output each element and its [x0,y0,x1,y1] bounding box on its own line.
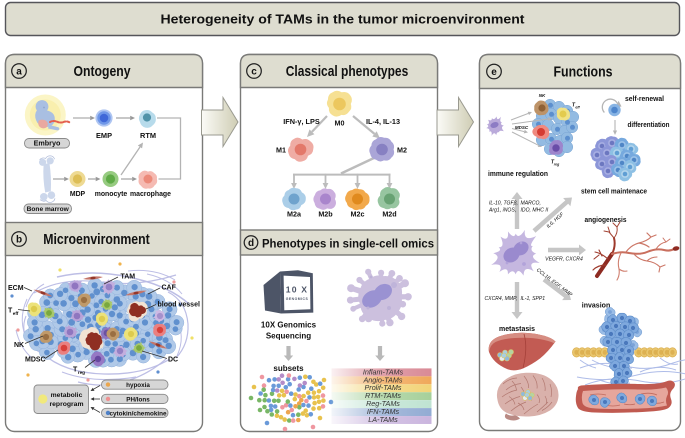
svg-text:10 X: 10 X [286,285,308,295]
svg-text:invasion: invasion [582,301,611,310]
svg-text:VEGFR, CXCR4: VEGFR, CXCR4 [545,257,583,263]
svg-text:RTM: RTM [140,131,156,140]
svg-text:PH/Ions: PH/Ions [126,396,150,403]
svg-text:M2d: M2d [382,210,396,219]
svg-text:immune regulation: immune regulation [488,169,548,178]
svg-text:reprogram: reprogram [50,401,84,408]
svg-text:metabolic: metabolic [51,392,83,399]
svg-text:b: b [16,235,22,246]
svg-text:Reg-TAMs: Reg-TAMs [366,399,400,408]
svg-text:e: e [491,67,497,78]
svg-text:Prolif-TAMs: Prolif-TAMs [365,383,402,392]
svg-text:TAM: TAM [121,274,136,281]
svg-text:Heterogeneity of TAMs in the t: Heterogeneity of TAMs in the tumor micro… [161,12,526,27]
svg-text:cytokin/chemokine: cytokin/chemokine [110,410,167,417]
svg-text:Inflam-TAMs: Inflam-TAMs [363,367,404,376]
svg-text:M0: M0 [335,119,345,128]
svg-text:Sequencing: Sequencing [266,332,311,341]
svg-text:Ontogeny: Ontogeny [74,63,132,80]
svg-text:Bone marrow: Bone marrow [27,206,70,213]
svg-text:M2: M2 [397,146,407,155]
svg-text:IFN-γ, LPS: IFN-γ, LPS [283,117,320,126]
svg-text:Functions: Functions [554,64,613,81]
svg-text:DC: DC [168,357,178,364]
svg-text:Embryo: Embryo [34,139,61,148]
svg-text:NK: NK [14,342,24,349]
svg-text:MDSC: MDSC [515,125,529,130]
svg-text:ECM: ECM [8,285,24,292]
svg-text:RTM-TAMs: RTM-TAMs [365,391,401,400]
svg-text:macrophage: macrophage [130,191,171,198]
svg-text:angiogenesis: angiogenesis [585,215,627,224]
svg-text:T: T [551,160,555,166]
svg-text:blood vessel: blood vessel [158,302,200,309]
svg-text:CXCR4, MMP,: CXCR4, MMP, [485,296,518,302]
svg-text:self-renewal: self-renewal [625,96,664,103]
svg-text:MDSC: MDSC [25,357,46,364]
svg-text:IDO, MHC II: IDO, MHC II [521,208,549,214]
svg-text:NK: NK [539,93,546,98]
svg-text:10X Genomics: 10X Genomics [261,321,317,330]
svg-text:Phenotypes in single-cell omic: Phenotypes in single-cell omics [262,237,434,251]
svg-text:Classical phenotypes: Classical phenotypes [286,63,409,80]
svg-text:d: d [248,238,254,249]
svg-text:IL-10, TGFβ,: IL-10, TGFβ, [489,201,518,207]
svg-text:T: T [8,308,13,315]
svg-text:reg: reg [78,370,85,375]
svg-text:LA-TAMs: LA-TAMs [368,415,398,424]
svg-text:MDP: MDP [70,191,86,198]
svg-text:reg: reg [554,163,560,167]
svg-text:EMP: EMP [96,131,112,140]
svg-text:M2a: M2a [287,210,302,219]
svg-text:monocyte: monocyte [95,191,128,198]
svg-text:stem cell maintenace: stem cell maintenace [581,187,647,196]
svg-text:metastasis: metastasis [499,324,535,333]
svg-text:IL-4, IL-13: IL-4, IL-13 [366,117,400,126]
svg-text:IFN-TAMs: IFN-TAMs [367,407,400,416]
svg-text:a: a [16,67,22,78]
svg-text:CAF: CAF [162,285,177,292]
svg-text:differentiation: differentiation [628,122,670,129]
svg-text:eff: eff [575,106,580,110]
svg-text:M2b: M2b [318,210,333,219]
svg-text:T: T [572,103,576,109]
svg-text:M2c: M2c [351,210,365,219]
svg-text:IL-1, SPP1: IL-1, SPP1 [521,296,546,302]
svg-text:MARCO,: MARCO, [521,201,541,207]
svg-text:M1: M1 [276,146,286,155]
svg-text:Microenvironment: Microenvironment [43,231,150,248]
svg-text:GENOMICS: GENOMICS [286,297,309,301]
svg-text:c: c [251,67,257,78]
svg-text:subsets: subsets [273,364,304,373]
svg-text:T: T [73,367,78,374]
svg-text:Arg1, iNOS,: Arg1, iNOS, [488,208,516,214]
svg-text:Angio-TAMs: Angio-TAMs [362,375,402,384]
svg-text:hypoxia: hypoxia [126,382,150,389]
svg-text:eff: eff [13,311,19,316]
